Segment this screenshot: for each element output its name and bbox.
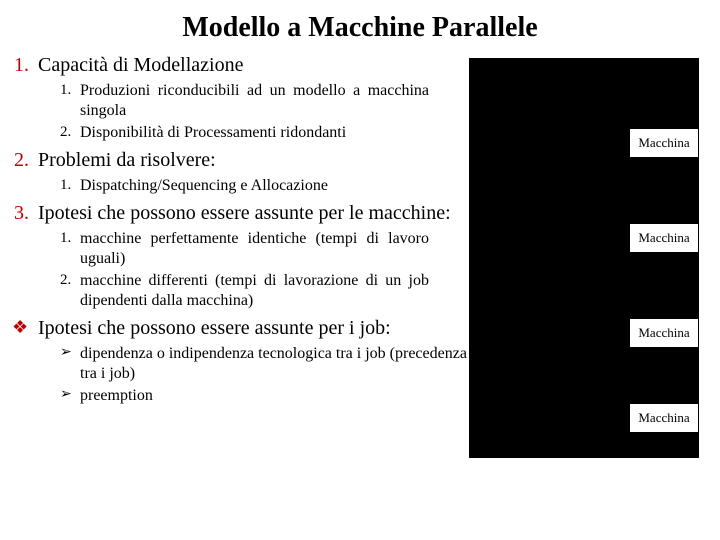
text-column: Capacità di Modellazione Produzioni ricon… — [14, 54, 469, 458]
outline-subitem: Produzioni riconducibili ad un modello a… — [60, 81, 469, 121]
outline-sublist: dipendenza o indipendenza tecnologica tr… — [38, 344, 469, 406]
outline-subitem: macchine differenti (tempi di lavorazion… — [60, 271, 469, 311]
outline-subitem: Dispatching/Sequencing e Allocazione — [60, 176, 469, 196]
machine-box: Macchina — [629, 223, 699, 253]
page-title: Modello a Macchine Parallele — [0, 0, 720, 54]
outline-list: Capacità di Modellazione Produzioni ricon… — [14, 54, 469, 406]
outline-item: Ipotesi che possono essere assunte per l… — [14, 202, 469, 311]
outline-item-label: Ipotesi che possono essere assunte per l… — [38, 202, 451, 224]
outline-subitem: dipendenza o indipendenza tecnologica tr… — [60, 344, 469, 384]
outline-subitem: Disponibilità di Processamenti ridondant… — [60, 123, 469, 143]
outline-subitem: preemption — [60, 386, 469, 406]
outline-item-label: Capacità di Modellazione — [38, 54, 243, 76]
machines-diagram: Macchina Macchina Macchina Macchina — [469, 58, 699, 458]
machine-box: Macchina — [629, 403, 699, 433]
outline-item: Problemi da risolvere: Dispatching/Sequen… — [14, 149, 469, 196]
machine-box: Macchina — [629, 128, 699, 158]
diagram-column: Macchina Macchina Macchina Macchina — [469, 54, 709, 458]
outline-item-label: Ipotesi che possono essere assunte per i… — [38, 317, 391, 339]
outline-sublist: macchine perfettamente identiche (tempi … — [38, 229, 469, 311]
outline-sublist: Produzioni riconducibili ad un modello a… — [38, 81, 469, 143]
machine-box: Macchina — [629, 318, 699, 348]
outline-sublist: Dispatching/Sequencing e Allocazione — [38, 176, 469, 196]
content-row: Capacità di Modellazione Produzioni ricon… — [0, 54, 720, 458]
outline-subitem: macchine perfettamente identiche (tempi … — [60, 229, 469, 269]
outline-item-label: Problemi da risolvere: — [38, 149, 216, 171]
outline-item: Ipotesi che possono essere assunte per i… — [14, 317, 469, 406]
outline-item: Capacità di Modellazione Produzioni ricon… — [14, 54, 469, 143]
